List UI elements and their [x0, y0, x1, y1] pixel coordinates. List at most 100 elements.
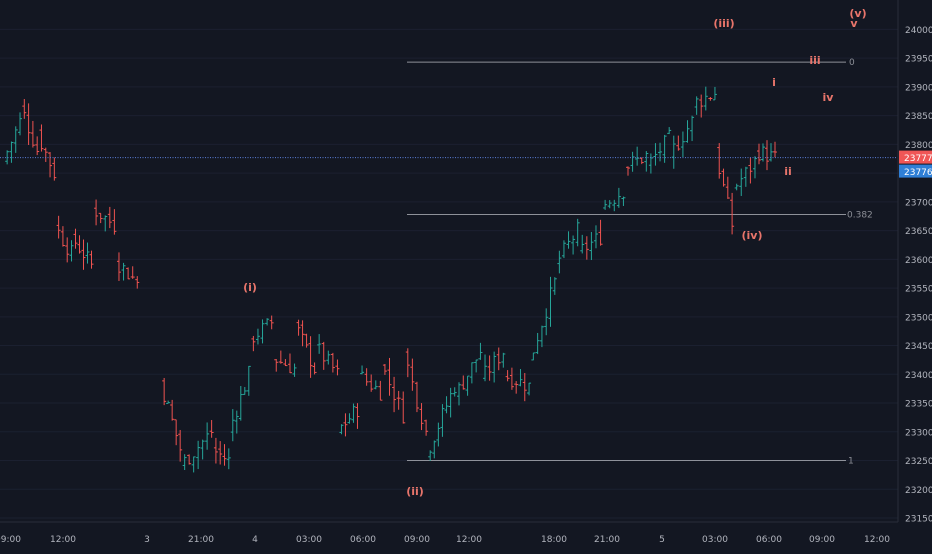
time-tick-label: 4: [252, 535, 258, 545]
price-tick-label: 23800: [905, 141, 932, 151]
ohlc-bar: [419, 403, 424, 431]
ohlc-bar: [496, 347, 501, 371]
ohlc-bar: [548, 276, 553, 327]
ohlc-bar: [126, 267, 131, 280]
ohlc-bar: [694, 96, 699, 115]
time-tick-label: 21:00: [188, 535, 214, 545]
ohlc-bar: [339, 424, 344, 435]
price-tick-label: 23650: [905, 227, 932, 237]
ohlc-bar: [478, 342, 483, 360]
ohlc-bar: [405, 348, 410, 378]
fibonacci-retracement[interactable]: 0 0.382 1: [407, 58, 873, 467]
ohlc-bar: [535, 332, 540, 355]
time-tick-label: 09:00: [0, 535, 21, 545]
ohlc-bar: [330, 352, 335, 373]
ohlc-bar: [667, 127, 672, 135]
ohlc-bar: [465, 375, 470, 396]
ohlc-bar: [89, 250, 94, 269]
price-tick-label: 23350: [905, 400, 932, 410]
ohlc-bar: [658, 142, 663, 162]
ohlc-bar: [312, 362, 317, 375]
ohlc-bar: [9, 141, 14, 163]
ohlc-bar: [414, 381, 419, 413]
ohlc-bar: [653, 143, 658, 166]
ohlc-bar: [326, 350, 331, 365]
ohlc-bar: [103, 215, 108, 232]
price-tick-label: 23450: [905, 342, 932, 352]
ohlc-bar: [65, 237, 70, 263]
ohlc-bar: [85, 242, 90, 264]
ohlc-bar: [424, 419, 429, 436]
ohlc-bar: [444, 396, 449, 414]
ohlc-bar: [708, 96, 713, 101]
ohlc-bar: [22, 99, 27, 119]
second-price-label: 23776: [904, 168, 932, 178]
time-tick-label: 06:00: [756, 535, 782, 545]
ohlc-bar: [676, 135, 681, 151]
ohlc-bar: [743, 166, 748, 187]
ohlc-bar: [98, 212, 103, 224]
time-tick-label: 12:00: [864, 535, 890, 545]
price-tick-label: 23200: [905, 486, 932, 496]
ohlc-bar: [355, 403, 360, 429]
ohlc-bar: [222, 444, 227, 466]
ohlc-bar: [739, 168, 744, 196]
fib-level-label: 0.382: [847, 211, 873, 221]
ohlc-bar: [170, 399, 175, 421]
ohlc-bar: [48, 152, 53, 178]
ohlc-bar: [432, 440, 437, 459]
ohlc-bar: [644, 151, 649, 172]
ohlc-bar: [469, 362, 474, 384]
ohlc-bar: [191, 456, 196, 473]
ohlc-bar: [387, 357, 392, 396]
wave-label: (i): [243, 281, 257, 294]
ohlc-bar: [527, 382, 532, 396]
ohlc-bar: [174, 419, 179, 446]
ohlc-bar: [73, 228, 78, 249]
ohlc-bar: [712, 86, 717, 101]
ohlc-bar: [734, 183, 739, 191]
ohlc-bar: [373, 380, 378, 390]
price-tick-label: 23150: [905, 515, 932, 525]
ohlc-bar: [730, 192, 735, 235]
ohlc-bar: [474, 359, 479, 373]
ohlc-bar: [639, 157, 644, 165]
ohlc-bar: [566, 231, 571, 249]
wave-label: (iv): [742, 229, 763, 242]
ohlc-bar: [269, 315, 274, 330]
ohlc-bar: [94, 199, 99, 226]
ohlc-bar: [552, 277, 557, 295]
ohlc-bar: [626, 166, 631, 176]
ohlc-bar: [308, 336, 313, 378]
time-axis[interactable]: 09:00 12:00 3 21:00 4 03:00 06:00 09:00 12:00 18:…: [0, 521, 898, 545]
ohlc-bar: [364, 368, 369, 386]
price-tick-label: 23950: [905, 55, 932, 65]
price-tick-label: 23850: [905, 112, 932, 122]
ohlc-bar: [456, 382, 461, 406]
ohlc-bar: [162, 377, 167, 406]
ohlc-bar: [304, 333, 309, 348]
price-axis[interactable]: 23150 23200 23250 23300 23350 23400 23450 23500…: [897, 0, 932, 550]
ohlc-bar: [584, 236, 589, 260]
ohlc-bar: [107, 206, 112, 229]
wave-label: iii: [809, 54, 820, 67]
ohlc-bar: [685, 120, 690, 143]
ohlc-bar: [410, 358, 415, 391]
wave-label: iv: [823, 91, 835, 104]
ohlc-bar: [242, 386, 247, 395]
time-tick-label: 12:00: [456, 535, 482, 545]
ohlc-bar: [703, 86, 708, 111]
ohlc-bar: [52, 157, 57, 181]
ohlc-bar: [557, 250, 562, 274]
ohlc-bar: [752, 156, 757, 179]
ohlc-bar: [580, 234, 585, 254]
ohlc-bar: [26, 103, 31, 145]
ohlc-bar: [401, 391, 406, 424]
ohlc-bar: [43, 147, 48, 162]
ohlc-bar: [760, 143, 765, 162]
ohlc-bar: [77, 235, 82, 254]
ohlc-bar: [178, 429, 183, 462]
ohlc-bar: [509, 367, 514, 390]
